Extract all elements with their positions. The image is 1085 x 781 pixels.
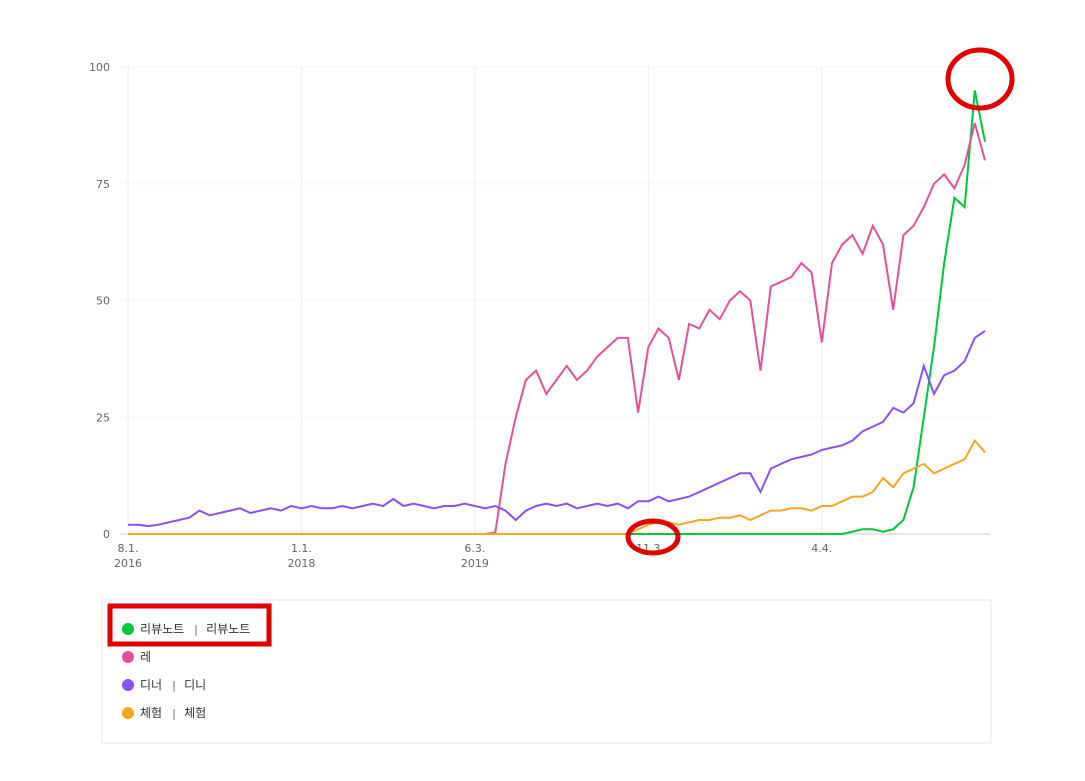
data-line: [128, 330, 986, 528]
data-line: [128, 438, 986, 535]
x-tick-label: 8.1.: [118, 542, 139, 555]
y-tick-label: 0: [103, 528, 110, 541]
x-tick-year: 2016: [114, 557, 142, 570]
legend-label: 체험: [140, 706, 162, 720]
legend-swatch: [122, 707, 134, 719]
x-tick-year: 2019: [461, 557, 489, 570]
legend-box: [101, 599, 992, 744]
data-line: [128, 122, 986, 535]
x-tick-year: 2018: [287, 557, 315, 570]
legend-keyword: 디니: [184, 678, 206, 692]
y-tick-label: 100: [89, 61, 110, 74]
y-tick-label: 75: [96, 178, 110, 191]
legend-keyword: 체험: [184, 706, 206, 720]
y-tick-label: 50: [96, 295, 110, 308]
legend-separator: |: [172, 679, 176, 692]
legend-separator: |: [194, 623, 198, 636]
x-tick-label: 1.1.: [291, 542, 312, 555]
highlight-circle: [625, 518, 681, 556]
x-tick-label: 6.3.: [464, 542, 485, 555]
legend-swatch: [122, 679, 134, 691]
legend-keyword: 리뷰노트: [206, 622, 250, 636]
legend-label: 리뷰노트: [140, 622, 184, 636]
x-tick-label: 4.4.: [811, 542, 832, 555]
legend-swatch: [122, 651, 134, 663]
y-tick-label: 25: [96, 411, 110, 424]
highlight-box: [107, 603, 272, 647]
legend-label: 레: [140, 650, 151, 664]
data-line: [128, 90, 986, 535]
legend-label: 디너: [140, 678, 162, 692]
legend-separator: |: [172, 707, 176, 720]
highlight-circle: [945, 47, 1015, 111]
legend-swatch: [122, 623, 134, 635]
